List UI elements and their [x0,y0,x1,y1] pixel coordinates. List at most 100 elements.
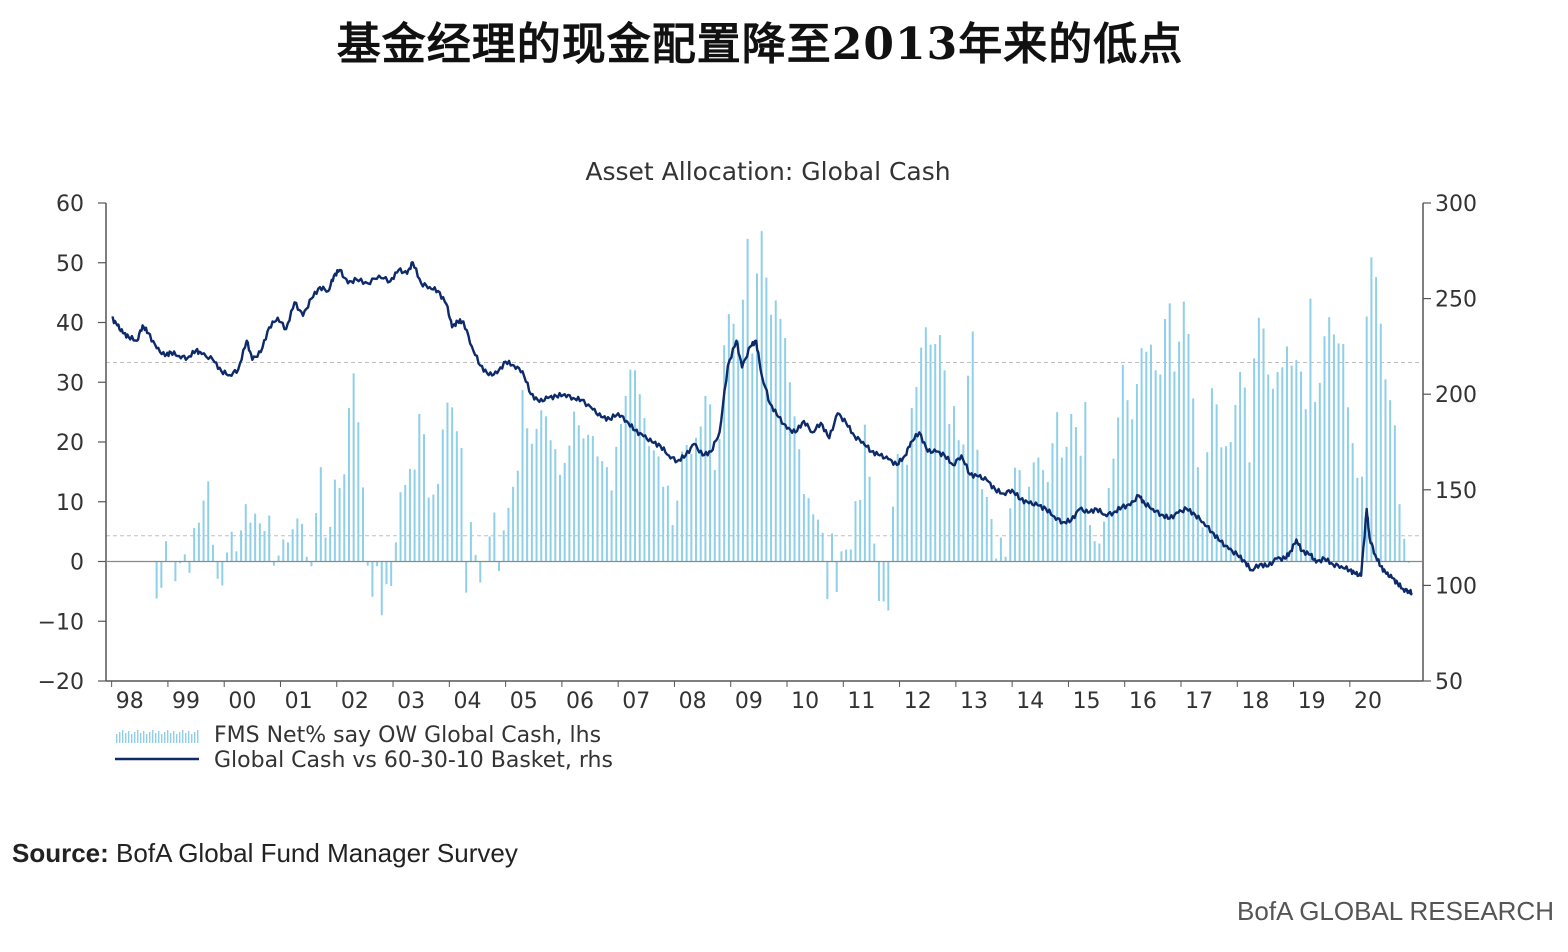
x-tick-label: 13 [960,689,988,714]
bar [1328,317,1331,562]
bar [559,474,562,562]
bar [910,407,913,562]
bar [333,479,336,562]
x-tick-label: 01 [285,689,313,714]
bar [207,481,210,562]
legend-swatch-bar-tick [128,731,130,743]
bar [1239,372,1242,562]
bar [802,493,805,562]
bar [901,456,904,562]
bar [226,552,229,562]
y-right-tick-label: 250 [1435,288,1477,313]
y-left-tick-label: −20 [38,670,84,695]
bar [1271,388,1274,562]
y-right-tick-label: 300 [1435,192,1477,217]
bar [657,456,660,562]
bar [324,537,327,562]
bar [840,551,843,562]
bar [995,558,998,562]
bar [835,561,838,592]
bar [352,373,355,562]
legend-swatch-bar-tick [170,733,172,743]
bar [221,561,224,586]
legend-swatch-bar-tick [134,732,136,743]
bar [390,561,393,586]
legend-swatch-bar-tick [194,732,196,743]
bar [165,541,168,562]
bar [1070,413,1073,562]
bar [469,522,472,562]
bar [690,453,693,562]
bar [1178,341,1181,562]
bar [1300,371,1303,562]
bar [160,561,163,588]
bar [826,561,829,600]
bar [1187,333,1190,562]
bar [380,561,383,616]
bar [1276,372,1279,562]
bar [938,335,941,562]
bar [230,531,233,562]
bar [1168,303,1171,562]
bar [1318,382,1321,562]
legend-swatch-bar-tick [158,731,160,743]
bar [1164,318,1167,562]
bar [896,453,899,562]
bar [235,551,238,562]
legend-swatch-bar-tick [167,730,169,743]
bar [737,340,740,562]
bar [723,345,726,562]
x-tick-label: 09 [735,689,763,714]
bar [680,451,683,562]
bar [1013,467,1016,562]
bar [1112,458,1115,562]
bar [1225,446,1228,562]
bar [1093,541,1096,562]
bar [629,369,632,562]
bar [1361,476,1364,562]
bar [254,513,257,562]
bar [544,416,547,562]
bar [962,444,965,562]
x-tick-label: 05 [510,689,538,714]
bar [755,273,758,562]
bar [296,518,299,562]
legend-swatch-bar-tick [191,734,193,743]
bar [418,413,421,562]
x-tick-label: 02 [341,689,369,714]
bar [831,533,834,562]
bar [399,492,402,562]
bar [1351,443,1354,562]
bar [329,526,332,562]
bar [394,542,397,562]
bar [376,561,379,567]
bar [619,424,622,562]
bar [258,523,261,562]
bar [774,300,777,562]
bar [868,476,871,562]
bar [563,462,566,562]
y-left-tick-label: 0 [70,551,84,576]
bar [1337,343,1340,562]
bar [920,347,923,562]
bar [1159,374,1162,562]
bar [427,497,430,562]
source-text: BofA Global Fund Manager Survey [116,838,518,868]
bar [1346,407,1349,562]
bar [512,486,515,562]
bar [854,501,857,562]
bar [849,549,852,562]
bar [282,539,285,562]
bar [549,440,552,562]
bar [371,561,374,597]
bar [634,370,637,562]
x-tick-label: 07 [622,689,650,714]
bar [155,561,158,599]
bar [1098,543,1101,562]
legend-swatch-bar-tick [155,733,157,743]
bar [183,554,186,562]
bar [1210,388,1213,562]
bar [601,461,604,562]
bar [1285,346,1288,562]
